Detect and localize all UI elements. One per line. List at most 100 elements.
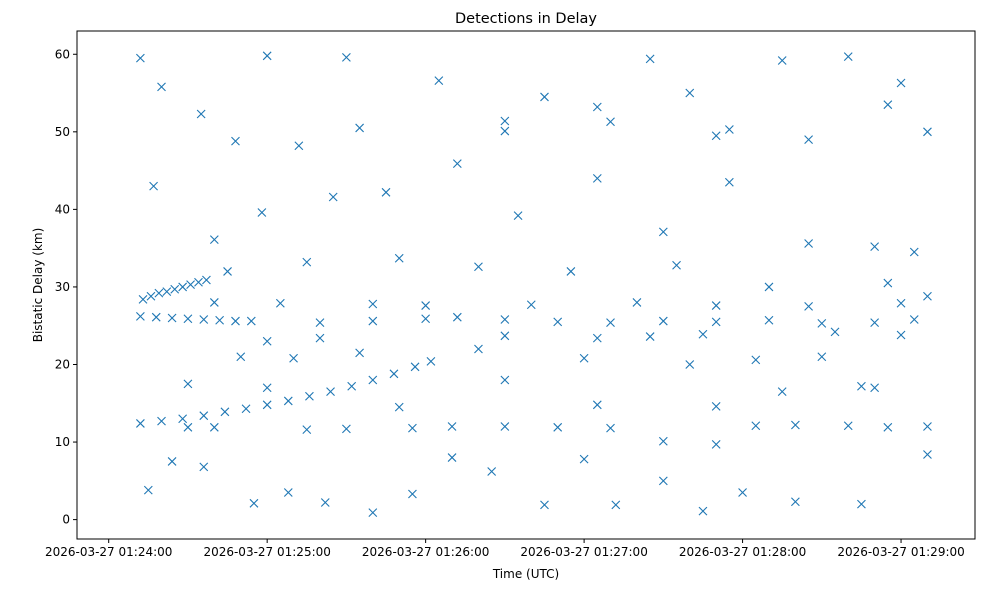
- data-point: [135, 312, 145, 321]
- data-point: [194, 277, 203, 287]
- x-tick-label: 2026-03-27 01:24:00: [45, 545, 172, 559]
- data-point: [566, 267, 576, 276]
- data-point: [196, 109, 206, 119]
- data-point: [870, 383, 880, 393]
- data-point: [209, 298, 219, 307]
- data-point: [751, 421, 761, 431]
- y-tick-label: 40: [55, 202, 70, 216]
- x-tick-label: 2026-03-27 01:26:00: [362, 545, 489, 559]
- data-point: [209, 235, 219, 245]
- data-point: [526, 300, 536, 310]
- data-point: [883, 278, 893, 288]
- data-point: [540, 92, 549, 102]
- data-point: [262, 383, 272, 393]
- data-point: [843, 421, 853, 431]
- data-point: [320, 498, 330, 507]
- data-point: [857, 381, 866, 391]
- data-point: [408, 489, 417, 499]
- data-point: [923, 450, 932, 459]
- data-point: [698, 329, 708, 339]
- data-point: [135, 53, 145, 63]
- x-tick-label: 2026-03-27 01:27:00: [520, 545, 647, 559]
- data-point: [592, 102, 602, 112]
- data-point: [421, 314, 431, 324]
- data-point: [553, 317, 563, 327]
- data-point: [199, 315, 209, 324]
- data-point: [178, 414, 188, 424]
- data-point: [151, 312, 161, 322]
- data-point: [632, 298, 642, 307]
- data-point: [738, 488, 747, 497]
- data-point: [302, 425, 312, 435]
- data-point: [381, 187, 391, 197]
- data-point: [909, 315, 919, 324]
- data-point: [447, 422, 457, 431]
- x-tick-label: 2026-03-27 01:28:00: [679, 545, 806, 559]
- data-point: [685, 360, 695, 369]
- x-axis: 2026-03-27 01:24:00 2026-03-27 01:25:00 20…: [45, 539, 965, 559]
- data-point: [452, 159, 462, 169]
- data-point: [645, 332, 655, 341]
- data-point: [883, 100, 893, 110]
- data-point: [923, 127, 932, 137]
- data-point: [241, 404, 251, 414]
- data-point: [791, 420, 800, 430]
- data-point: [592, 333, 602, 343]
- data-point: [658, 316, 668, 326]
- data-point: [777, 56, 787, 65]
- data-point: [711, 439, 721, 449]
- data-point: [791, 497, 800, 507]
- data-point: [162, 287, 172, 296]
- data-point: [342, 424, 351, 434]
- y-tick-label: 0: [62, 513, 70, 527]
- data-point: [909, 247, 919, 257]
- data-point: [183, 379, 193, 389]
- data-point: [513, 211, 523, 220]
- data-point: [843, 52, 853, 61]
- data-point: [410, 362, 420, 372]
- data-point: [711, 131, 721, 141]
- data-point: [817, 352, 827, 362]
- data-point: [870, 318, 880, 328]
- data-point: [452, 312, 462, 322]
- data-point: [764, 282, 774, 292]
- data-point: [553, 422, 563, 432]
- data-point: [170, 284, 180, 294]
- data-point: [347, 381, 357, 391]
- data-point: [342, 52, 351, 62]
- data-point: [711, 317, 721, 327]
- data-point: [262, 51, 272, 61]
- data-point: [500, 315, 510, 324]
- data-point: [328, 192, 338, 202]
- data-point: [830, 327, 840, 337]
- y-tick-label: 60: [55, 47, 70, 61]
- data-point: [262, 400, 272, 410]
- data-point: [154, 288, 164, 298]
- data-point: [896, 78, 906, 88]
- data-point: [215, 315, 225, 325]
- data-point: [146, 291, 156, 301]
- data-point: [658, 436, 668, 446]
- data-point: [500, 331, 510, 341]
- data-point: [611, 500, 621, 510]
- data-point: [474, 262, 483, 272]
- data-point: [672, 260, 681, 270]
- data-point: [923, 291, 932, 301]
- data-point: [540, 500, 549, 510]
- data-point: [870, 242, 880, 251]
- data-point: [500, 116, 510, 126]
- data-point: [236, 352, 246, 362]
- data-point: [500, 422, 510, 431]
- data-point: [167, 313, 177, 323]
- data-point: [447, 453, 457, 462]
- data-point: [394, 402, 404, 412]
- data-point: [305, 391, 314, 401]
- data-point: [923, 422, 932, 431]
- data-point: [283, 396, 293, 406]
- data-point: [658, 476, 668, 486]
- data-points: [135, 51, 932, 518]
- data-point: [896, 298, 906, 308]
- data-point: [764, 315, 774, 325]
- data-point: [249, 498, 259, 508]
- data-point: [698, 506, 708, 516]
